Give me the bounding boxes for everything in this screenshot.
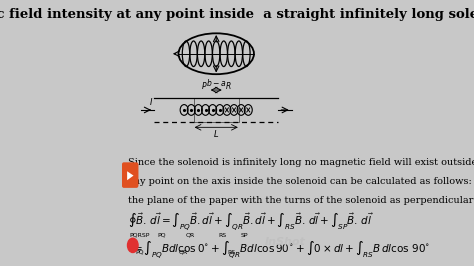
Text: RS: RS [218, 232, 226, 238]
Text: $b-a$: $b-a$ [206, 77, 227, 88]
Text: $= \int_{PQ} Bdl\cos 0^{\circ} + \int_{QR} Bdl\cos 90^{\circ} + \int 0 \times dl: $= \int_{PQ} Bdl\cos 0^{\circ} + \int_{Q… [131, 239, 430, 261]
Text: P: P [201, 82, 206, 90]
Text: $L$: $L$ [213, 128, 219, 139]
Text: 2.  Magnetic field intensity at any point inside  a straight infinitely long sol: 2. Magnetic field intensity at any point… [0, 8, 474, 21]
Text: any point on the axis inside the solenoid can be calculated as follows: Cosider : any point on the axis inside the solenoi… [128, 177, 474, 186]
Text: $\oint \vec{B} . \, d\vec{l} = \int_{PQ}\vec{B}.d\vec{l} + \int_{QR}\vec{B}.d\ve: $\oint \vec{B} . \, d\vec{l} = \int_{PQ}… [128, 212, 374, 234]
Text: Since the solenoid is infinitely long no magnetic field will exist outside the s: Since the solenoid is infinitely long no… [128, 159, 474, 168]
Circle shape [128, 238, 138, 252]
Text: the plane of the paper with the turns of the solenoid as perpendicular of the pa: the plane of the paper with the turns of… [128, 196, 474, 205]
Text: PQ: PQ [158, 232, 166, 238]
Text: I: I [150, 98, 152, 107]
Text: PQRSP: PQRSP [129, 232, 150, 238]
Text: QR: QR [186, 232, 195, 238]
Text: RS: RS [228, 250, 236, 255]
Text: R: R [226, 82, 231, 90]
FancyBboxPatch shape [122, 162, 138, 188]
Text: SP: SP [241, 232, 248, 238]
Text: QR: QR [178, 250, 188, 255]
Text: PQ: PQ [135, 250, 144, 255]
Text: InShot: InShot [265, 237, 306, 247]
Polygon shape [127, 171, 134, 180]
